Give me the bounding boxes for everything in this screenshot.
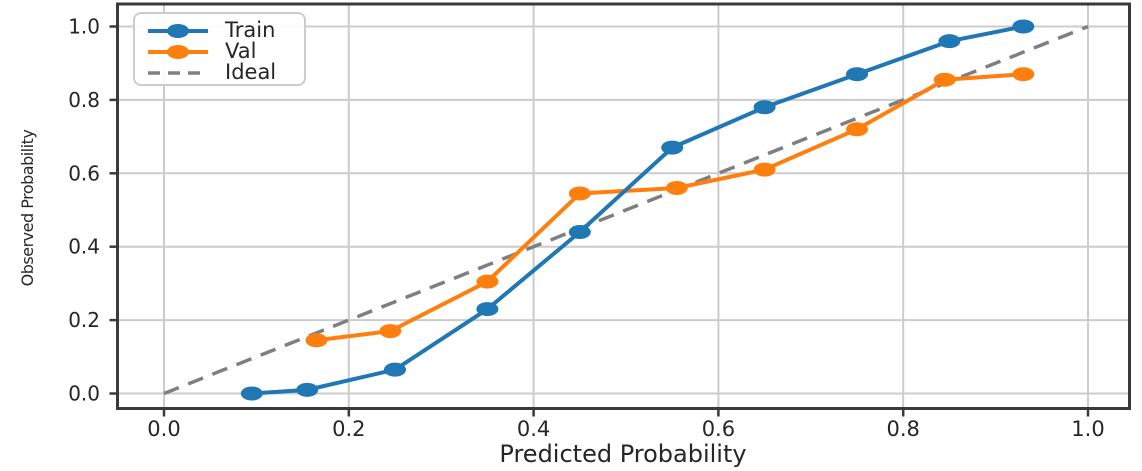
y-tick-label: 0.0 bbox=[68, 382, 100, 406]
val-marker bbox=[305, 333, 328, 348]
ticks: 0.0 0.2 0.4 0.6 0.8 1.0 0.0 0.2 0.4 0.6 0.8 1.0 bbox=[68, 15, 1105, 442]
legend-entry-val: Val bbox=[147, 41, 304, 62]
series-val bbox=[305, 67, 1035, 348]
series-train-line bbox=[251, 24, 1024, 396]
legend-entry-train: Train bbox=[147, 20, 304, 41]
val-marker bbox=[846, 122, 868, 137]
y-tick-label: 0.6 bbox=[68, 161, 100, 185]
series-train bbox=[240, 19, 1035, 401]
legend-train-line-icon bbox=[148, 23, 208, 38]
y-tick-label: 1.0 bbox=[68, 15, 100, 39]
x-tick-label: 0.2 bbox=[332, 417, 365, 441]
series-ideal bbox=[163, 24, 1089, 396]
legend-label-train: Train bbox=[225, 18, 276, 42]
legend-ideal-line-icon bbox=[148, 70, 208, 75]
plot-border bbox=[116, 2, 1131, 410]
x-tick-label: 0.8 bbox=[886, 417, 919, 441]
legend-label-val: Val bbox=[225, 39, 257, 63]
legend-val-line-icon bbox=[148, 44, 208, 59]
train-marker-icon bbox=[167, 23, 189, 38]
train-marker bbox=[753, 100, 776, 115]
val-marker bbox=[1012, 67, 1035, 82]
val-marker bbox=[933, 72, 956, 87]
val-marker bbox=[476, 274, 499, 289]
val-marker bbox=[665, 180, 688, 195]
y-axis-title: Observed Probability bbox=[18, 129, 37, 287]
val-marker bbox=[753, 162, 776, 177]
legend-label-ideal: Ideal bbox=[225, 60, 277, 84]
train-marker bbox=[384, 362, 406, 377]
y-tick-label: 0.4 bbox=[68, 235, 100, 259]
x-tick-label: 1.0 bbox=[1071, 417, 1104, 441]
series-ideal-line bbox=[163, 24, 1089, 396]
legend: Train Val Ideal bbox=[133, 12, 306, 86]
y-tick-label: 0.8 bbox=[68, 88, 100, 112]
train-marker bbox=[1012, 19, 1035, 34]
val-marker-icon bbox=[167, 44, 189, 59]
train-marker bbox=[296, 382, 319, 397]
train-marker bbox=[568, 225, 591, 240]
val-marker bbox=[568, 186, 591, 201]
x-tick-label: 0.6 bbox=[702, 417, 735, 441]
y-tick-label: 0.2 bbox=[68, 308, 100, 332]
x-tick-label: 0.4 bbox=[517, 417, 550, 441]
train-marker bbox=[476, 302, 499, 317]
train-marker bbox=[938, 34, 961, 49]
x-tick-label: 0.0 bbox=[147, 417, 180, 441]
train-marker bbox=[846, 67, 868, 82]
legend-entry-ideal: Ideal bbox=[147, 62, 304, 83]
x-axis-title: Predicted Probability bbox=[499, 440, 747, 468]
series-val-line bbox=[316, 72, 1024, 343]
val-marker bbox=[379, 324, 402, 339]
train-marker bbox=[661, 140, 684, 155]
train-marker bbox=[240, 386, 263, 401]
